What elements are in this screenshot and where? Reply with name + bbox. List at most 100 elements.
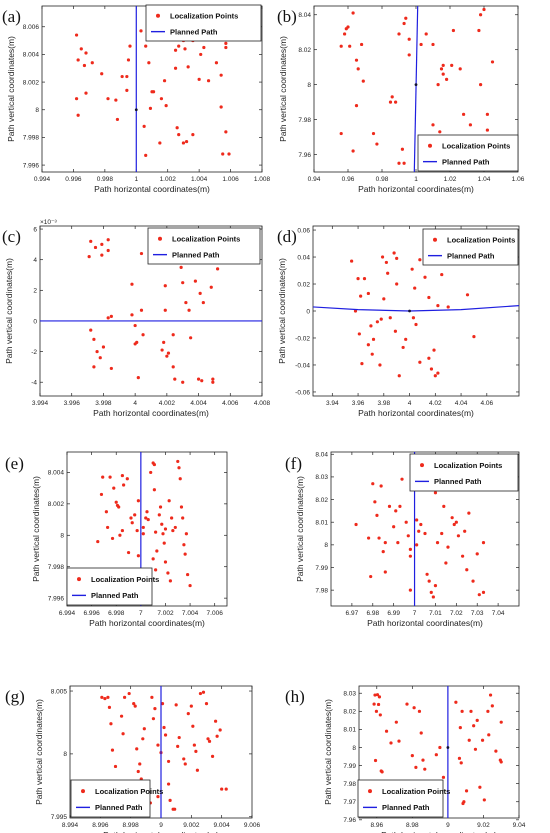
localization-point <box>173 525 177 530</box>
localization-point <box>464 789 469 793</box>
y-tick-label: 8.005 <box>51 688 68 695</box>
localization-point <box>346 25 350 29</box>
localization-point <box>154 530 158 534</box>
localization-point <box>142 124 146 128</box>
localization-point <box>379 317 383 321</box>
localization-point <box>117 505 121 509</box>
x-tick-label: 6.98 <box>366 610 379 617</box>
localization-point <box>155 549 159 553</box>
localization-point <box>201 300 205 305</box>
y-tick-label: -0.06 <box>295 389 310 396</box>
localization-point <box>372 702 376 706</box>
localization-point <box>478 785 482 789</box>
legend-box <box>422 228 519 266</box>
localization-point <box>74 33 79 37</box>
localization-point <box>410 754 414 758</box>
localization-point <box>110 748 115 752</box>
localization-point <box>415 543 419 547</box>
localization-point <box>76 113 80 117</box>
y-tick-label: -4 <box>31 380 37 387</box>
legend-box <box>409 453 519 492</box>
localization-point <box>100 72 104 76</box>
localization-point <box>179 505 184 509</box>
localization-point <box>431 123 435 127</box>
localization-point <box>191 133 195 137</box>
legend-box <box>66 567 153 606</box>
localization-point <box>427 356 431 360</box>
localization-point <box>361 79 365 83</box>
legend-point-icon <box>420 463 424 468</box>
y-axis-label: Path vertical coordinates(m) <box>295 476 305 582</box>
x-tick-label: 4.02 <box>429 400 442 407</box>
localization-point <box>162 79 167 83</box>
localization-point <box>440 272 444 277</box>
localization-point <box>462 112 466 116</box>
localization-point <box>475 718 479 722</box>
localization-point <box>92 365 96 369</box>
localization-point <box>122 483 126 487</box>
localization-point <box>148 106 153 110</box>
localization-point <box>82 63 87 68</box>
localization-point <box>184 139 189 144</box>
localization-point <box>375 693 380 697</box>
localization-point <box>87 255 91 259</box>
localization-point <box>188 583 192 588</box>
localization-point <box>165 354 169 358</box>
localization-point <box>375 513 379 518</box>
localization-point <box>400 147 404 151</box>
legend-box <box>417 134 519 172</box>
localization-point <box>112 486 116 490</box>
localization-point <box>194 749 198 753</box>
localization-point <box>136 554 140 558</box>
localization-point <box>84 91 88 95</box>
localization-point <box>179 265 183 269</box>
legend: Localization Points Planned Path <box>357 779 450 818</box>
localization-point <box>441 72 445 76</box>
x-tick-label: 1.008 <box>254 176 271 183</box>
plot-area <box>66 451 228 607</box>
localization-point <box>219 73 223 77</box>
localization-point <box>101 345 106 349</box>
y-tick-label: 7.96 <box>343 817 356 824</box>
localization-point <box>177 735 181 740</box>
localization-point <box>408 547 412 551</box>
panel-c: (c) 3.994 3.996 3.998 4 4.002 4.004 4.006 4.008 -… <box>2 219 271 418</box>
panel-label: (g) <box>5 687 25 706</box>
y-tick-label: 7.998 <box>48 564 65 571</box>
localization-point <box>182 543 186 547</box>
localization-point <box>431 42 435 47</box>
localization-point <box>378 363 382 367</box>
localization-point <box>109 314 113 318</box>
localization-point <box>144 44 148 48</box>
localization-point <box>170 516 174 520</box>
localization-point <box>178 477 182 481</box>
localization-point <box>410 267 414 271</box>
localization-point <box>378 713 382 717</box>
localization-point <box>423 275 427 279</box>
x-tick-label: 0.96 <box>342 176 355 183</box>
localization-point <box>164 104 168 108</box>
localization-point <box>162 340 166 344</box>
localization-point <box>450 63 454 68</box>
localization-point <box>454 700 458 704</box>
localization-point <box>84 51 88 55</box>
localization-point <box>177 133 181 137</box>
localization-point <box>384 729 389 733</box>
localization-point <box>351 11 355 15</box>
localization-point <box>439 67 444 71</box>
localization-point <box>133 513 137 517</box>
localization-point <box>125 74 129 79</box>
x-tick-label: 7.002 <box>157 610 174 617</box>
localization-point <box>103 696 107 701</box>
localization-point <box>486 709 490 713</box>
localization-point <box>139 251 144 256</box>
localization-point <box>74 97 79 101</box>
localization-point <box>166 759 171 764</box>
localization-point <box>149 470 153 475</box>
localization-point <box>100 253 104 257</box>
localization-point <box>183 762 187 766</box>
localization-point <box>224 45 228 50</box>
y-axis-label: Path vertical coordinates(m) <box>31 476 41 582</box>
localization-point <box>200 379 204 383</box>
y-tick-label: 8.01 <box>315 520 328 527</box>
